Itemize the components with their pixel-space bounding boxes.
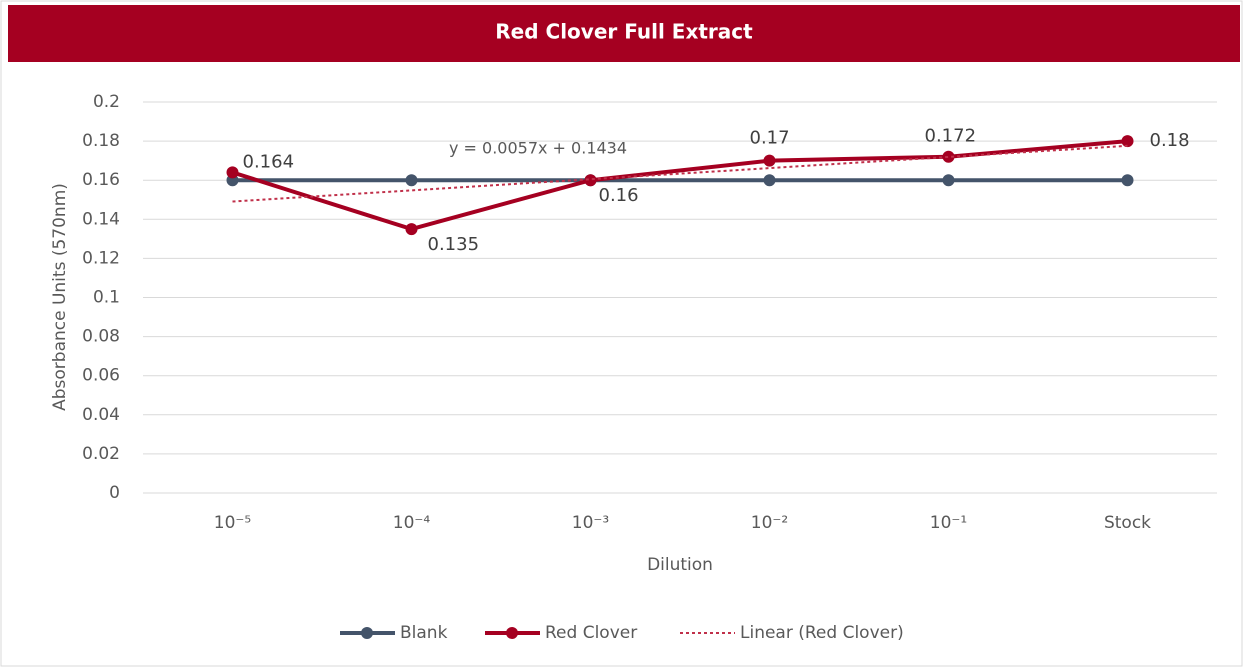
- data-label: 0.164: [243, 151, 295, 172]
- data-label: 0.172: [925, 126, 977, 147]
- data-label: 0.18: [1150, 130, 1190, 151]
- y-axis-title: Absorbance Units (570nm): [50, 183, 70, 411]
- y-tick-label: 0.1: [93, 288, 120, 308]
- point: [405, 223, 418, 236]
- x-tick-label: 10⁻⁵: [214, 513, 251, 533]
- point: [942, 150, 955, 163]
- y-tick-label: 0.02: [82, 444, 120, 464]
- data-label: 0.17: [750, 128, 790, 149]
- title-banner: [8, 5, 1240, 62]
- x-tick-label: Stock: [1104, 513, 1151, 533]
- x-tick-label: 10⁻⁴: [393, 513, 431, 533]
- y-tick-label: 0.14: [82, 209, 120, 229]
- data-label: 0.16: [599, 185, 639, 206]
- series-line: [231, 139, 1128, 232]
- point: [226, 166, 239, 179]
- legend-marker: [361, 627, 373, 639]
- y-tick-label: 0.08: [82, 327, 120, 347]
- point: [763, 174, 776, 187]
- y-tick-label: 0.12: [82, 248, 120, 268]
- x-axis-title: Dilution: [647, 555, 713, 575]
- point: [1121, 174, 1134, 187]
- point: [763, 154, 776, 167]
- y-tick-label: 0: [109, 483, 120, 503]
- y-tick-label: 0.04: [82, 405, 120, 425]
- trendline-equation: y = 0.0057x + 0.1434: [449, 139, 627, 158]
- y-tick-label: 0.18: [82, 131, 120, 151]
- point: [1121, 135, 1134, 148]
- point: [405, 174, 418, 187]
- y-tick-label: 0.16: [82, 170, 120, 190]
- data-label: 0.135: [428, 234, 480, 255]
- x-tick-label: 10⁻³: [572, 513, 609, 533]
- y-tick-label: 0.06: [82, 366, 120, 386]
- point: [942, 174, 955, 187]
- x-tick-label: 10⁻¹: [930, 513, 967, 533]
- legend-label: Blank: [400, 623, 448, 643]
- legend-label: Red Clover: [545, 623, 637, 643]
- y-tick-label: 0.2: [93, 92, 120, 112]
- legend-label: Linear (Red Clover): [740, 623, 904, 643]
- point: [584, 174, 597, 187]
- x-tick-label: 10⁻²: [751, 513, 788, 533]
- legend-marker: [506, 627, 518, 639]
- chart-title: Red Clover Full Extract: [495, 20, 753, 44]
